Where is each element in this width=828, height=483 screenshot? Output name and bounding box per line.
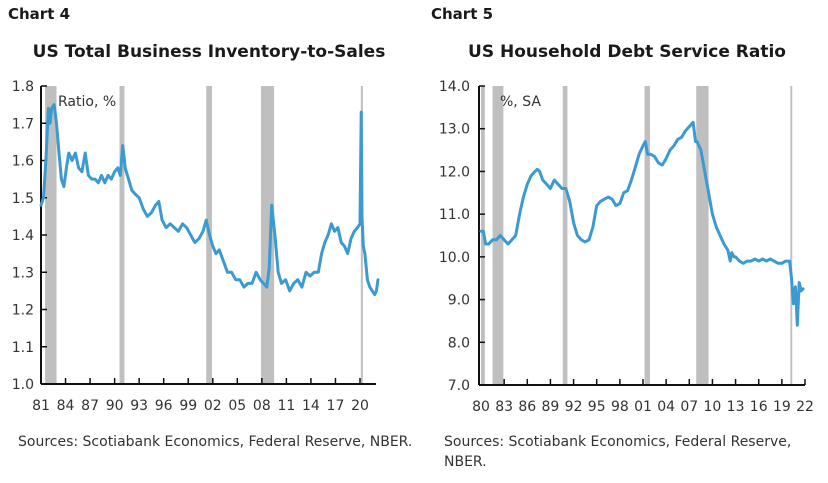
chart4-y-tick-label: 1.1 [12, 340, 34, 356]
chart5-x-tick-label: 13 [727, 399, 745, 415]
chart5-label: Chart 5 [431, 5, 494, 23]
chart4-x-tick-label: 20 [351, 398, 369, 414]
chart5-x-tick-label: 86 [518, 399, 536, 415]
chart4-x-tick-label: 05 [228, 398, 246, 414]
chart5-recession-bar [696, 86, 709, 385]
chart4-y-tick-label: 1.3 [12, 265, 34, 281]
chart5-recession-bar [644, 86, 650, 385]
chart4-unit-label: Ratio, % [58, 94, 116, 110]
chart5-x-tick-label: 16 [750, 399, 768, 415]
chart4-recession-bar [45, 86, 57, 384]
chart5-x-tick-label: 22 [796, 399, 814, 415]
chart4-x-tick-label: 96 [155, 398, 173, 414]
chart5-x-tick-label: 83 [495, 399, 513, 415]
chart5-y-tick-label: 12.0 [439, 164, 470, 180]
chart5-y-tick-label: 13.0 [439, 122, 470, 138]
chart4-y-tick-label: 1.4 [12, 228, 34, 244]
chart4-x-tick-label: 02 [204, 398, 222, 414]
chart5-x-tick-label: 80 [472, 399, 490, 415]
chart4-x-tick-label: 90 [106, 398, 124, 414]
chart5-title: US Household Debt Service Ratio [468, 42, 786, 62]
chart4-x-tick-label: 93 [130, 398, 148, 414]
chart4-x-tick-label: 14 [302, 398, 320, 414]
chart4-title: US Total Business Inventory-to-Sales [32, 42, 386, 62]
chart4-x-tick-label: 17 [327, 398, 345, 414]
chart5-y-tick-label: 9.0 [448, 293, 470, 309]
chart5-x-tick-label: 10 [704, 399, 722, 415]
chart5-x-tick-label: 19 [773, 399, 791, 415]
chart4-y-tick-label: 1.0 [12, 377, 34, 393]
chart4-y-tick-label: 1.5 [12, 191, 34, 207]
chart4-x-tick-label: 87 [81, 398, 99, 414]
chart4-recession-bar [119, 86, 125, 384]
chart4-series-line [39, 103, 380, 297]
chart4-x-tick-label: 84 [57, 398, 75, 414]
chart5-y-tick-label: 8.0 [448, 335, 470, 351]
chart5-recession-bar [562, 86, 568, 385]
chart5-source: Sources: Scotiabank Economics, Federal R… [444, 434, 792, 470]
chart4-x-tick-label: 08 [253, 398, 271, 414]
chart4-x-tick-label: 99 [179, 398, 197, 414]
chart4-x-tick-label: 11 [277, 398, 295, 414]
chart4-label: Chart 4 [8, 5, 71, 23]
chart5-x-tick-label: 01 [634, 399, 652, 415]
chart5-x-tick-label: 89 [542, 399, 560, 415]
chart4-y-tick-label: 1.2 [12, 303, 34, 319]
chart5-y-tick-label: 14.0 [439, 79, 470, 95]
chart5-x-tick-label: 98 [611, 399, 629, 415]
chart5-x-tick-label: 04 [657, 399, 675, 415]
chart5-recession-bar [492, 86, 504, 385]
chart4-recession-bar [261, 86, 275, 384]
chart4-x-tick-label: 81 [32, 398, 50, 414]
chart5-y-tick-label: 10.0 [439, 250, 470, 266]
chart5-x-tick-label: 07 [680, 399, 698, 415]
chart5-x-tick-label: 95 [588, 399, 606, 415]
chart4-y-tick-label: 1.6 [12, 154, 34, 170]
chart5-y-tick-label: 11.0 [439, 207, 470, 223]
chart5-series-line [479, 120, 805, 327]
chart5-x-tick-label: 92 [565, 399, 583, 415]
chart4-source: Sources: Scotiabank Economics, Federal R… [18, 434, 413, 450]
chart4-y-tick-label: 1.7 [12, 116, 34, 132]
chart5-y-tick-label: 7.0 [448, 378, 470, 394]
chart5-unit-label: %, SA [500, 94, 541, 110]
chart4-y-tick-label: 1.8 [12, 79, 34, 95]
chart5-recession-bar [790, 86, 793, 385]
